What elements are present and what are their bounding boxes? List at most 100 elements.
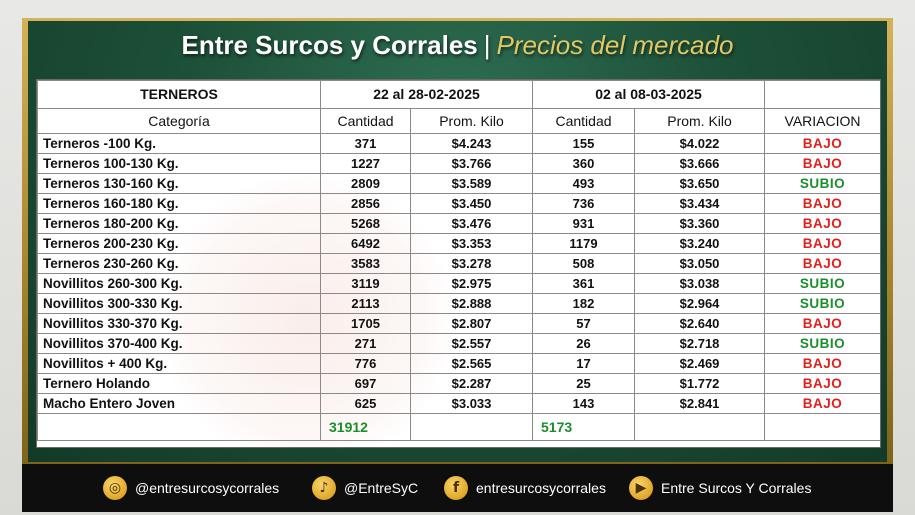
cantidad-2-cell: 361	[532, 273, 636, 294]
variacion-cell: BAJO	[764, 233, 880, 254]
prom-kilo-2-cell: $4.022	[634, 133, 766, 154]
period-2-header: 02 al 08-03-2025	[532, 80, 766, 109]
cantidad-1-cell: 2113	[320, 293, 411, 314]
totals-row: 31912 5173	[37, 413, 880, 441]
youtube-channel[interactable]: Entre Surcos Y Corrales	[661, 480, 812, 496]
title-subtitle: Precios del mercado	[496, 30, 734, 60]
twitter-icon: ♪	[312, 476, 336, 500]
price-table: TERNEROS 22 al 28-02-2025 02 al 08-03-20…	[37, 80, 880, 441]
cantidad-2-cell: 736	[532, 193, 636, 214]
variacion-cell: BAJO	[764, 393, 880, 414]
category-cell: Novillitos 300-330 Kg.	[37, 293, 321, 314]
prom-kilo-2-cell: $3.650	[634, 173, 766, 194]
category-cell: Terneros 160-180 Kg.	[37, 193, 321, 214]
variacion-cell: BAJO	[764, 133, 880, 154]
variacion-cell: BAJO	[764, 253, 880, 274]
prom-kilo-1-cell: $2.975	[409, 273, 534, 294]
social-twitter[interactable]: ♪ @EntreSyC	[312, 476, 418, 500]
social-instagram[interactable]: ◎ @entresurcosycorrales	[103, 476, 279, 500]
category-cell: Terneros 130-160 Kg.	[37, 173, 321, 194]
category-cell: Novillitos 260-300 Kg.	[37, 273, 321, 294]
instagram-handle[interactable]: @entresurcosycorrales	[135, 480, 280, 496]
cantidad-1-cell: 1705	[320, 313, 411, 334]
prom-kilo-2-cell: $3.050	[634, 253, 766, 274]
table-row: Novillitos 300-330 Kg. 2113 $2.888 182 $2.96…	[37, 293, 880, 314]
social-facebook[interactable]: f entresurcosycorrales	[444, 476, 606, 500]
category-cell: Macho Entero Joven	[37, 393, 321, 414]
variacion-cell: SUBIO	[764, 293, 880, 314]
variacion-cell: BAJO	[764, 353, 880, 374]
twitter-handle[interactable]: @EntreSyC	[344, 480, 419, 496]
prom-kilo-1-cell: $2.565	[409, 353, 534, 374]
table-row: Terneros 230-260 Kg. 3583 $3.278 508 $3.050 B…	[37, 253, 880, 274]
prom-kilo-1-cell: $3.766	[409, 153, 534, 174]
page-title: Entre Surcos y Corrales | Precios del merc…	[0, 30, 915, 61]
cantidad-2-cell: 360	[532, 153, 636, 174]
cantidad-1-cell: 776	[320, 353, 411, 374]
cantidad-2-cell: 17	[532, 353, 636, 374]
total-cantidad-2: 5173	[532, 413, 636, 441]
prom-kilo-2-cell: $2.964	[634, 293, 766, 314]
cantidad-1-cell: 2856	[320, 193, 411, 214]
total-cantidad-1: 31912	[320, 413, 411, 441]
variacion-cell: BAJO	[764, 213, 880, 234]
cantidad-1-cell: 3583	[320, 253, 411, 274]
title-separator: |	[483, 30, 491, 60]
category-cell: Novillitos + 400 Kg.	[37, 353, 321, 374]
category-cell: Novillitos 330-370 Kg.	[37, 313, 321, 334]
totals-empty	[634, 413, 766, 441]
prom-kilo-1-cell: $3.278	[409, 253, 534, 274]
variacion-cell: SUBIO	[764, 273, 880, 294]
category-cell: Terneros -100 Kg.	[37, 133, 321, 154]
prom-kilo-2-cell: $3.240	[634, 233, 766, 254]
cantidad-1-cell: 625	[320, 393, 411, 414]
cantidad-1-cell: 1227	[320, 153, 411, 174]
prom-kilo-1-cell: $3.353	[409, 233, 534, 254]
cantidad-1-cell: 2809	[320, 173, 411, 194]
prom-kilo-1-cell: $2.287	[409, 373, 534, 394]
totals-empty	[409, 413, 534, 441]
category-cell: Ternero Holando	[37, 373, 321, 394]
totals-empty	[37, 413, 321, 441]
facebook-icon: f	[444, 476, 468, 500]
category-cell: Terneros 100-130 Kg.	[37, 153, 321, 174]
prom-kilo-1-cell: $3.033	[409, 393, 534, 414]
prom-kilo-2-cell: $2.841	[634, 393, 766, 414]
variacion-cell: SUBIO	[764, 173, 880, 194]
variacion-cell: BAJO	[764, 373, 880, 394]
prom-kilo-2-cell: $3.434	[634, 193, 766, 214]
category-cell: Terneros 180-200 Kg.	[37, 213, 321, 234]
title-main: Entre Surcos y Corrales	[181, 30, 478, 60]
prom-kilo-2-cell: $2.718	[634, 333, 766, 354]
table-row: Novillitos 260-300 Kg. 3119 $2.975 361 $3.03…	[37, 273, 880, 294]
prom-kilo-1-cell: $3.589	[409, 173, 534, 194]
col-variacion: VARIACION	[764, 108, 880, 134]
table-row: Terneros 160-180 Kg. 2856 $3.450 736 $3.434 B…	[37, 193, 880, 214]
instagram-icon: ◎	[103, 476, 127, 500]
col-categoria: Categoría	[37, 108, 321, 134]
category-cell: Terneros 230-260 Kg.	[37, 253, 321, 274]
youtube-icon: ▶	[629, 476, 653, 500]
prom-kilo-1-cell: $4.243	[409, 133, 534, 154]
table-row: Novillitos 370-400 Kg. 271 $2.557 26 $2.718 S…	[37, 333, 880, 354]
table-row: Terneros -100 Kg. 371 $4.243 155 $4.022 BAJO	[37, 133, 880, 154]
table-row: Terneros 200-230 Kg. 6492 $3.353 1179 $3.240…	[37, 233, 880, 254]
col-cantidad-1: Cantidad	[320, 108, 411, 134]
empty-header-cell	[764, 80, 880, 109]
table-row: Novillitos 330-370 Kg. 1705 $2.807 57 $2.640…	[37, 313, 880, 334]
table-row: Novillitos + 400 Kg. 776 $2.565 17 $2.469 BAJ…	[37, 353, 880, 374]
cantidad-1-cell: 697	[320, 373, 411, 394]
price-table-container: TERNEROS 22 al 28-02-2025 02 al 08-03-20…	[36, 79, 881, 448]
prom-kilo-1-cell: $2.888	[409, 293, 534, 314]
facebook-handle[interactable]: entresurcosycorrales	[476, 480, 606, 496]
table-row: Macho Entero Joven 625 $3.033 143 $2.841 BAJO	[37, 393, 880, 414]
prom-kilo-2-cell: $2.469	[634, 353, 766, 374]
social-youtube[interactable]: ▶ Entre Surcos Y Corrales	[629, 476, 811, 500]
table-header-columns: Categoría Cantidad Prom. Kilo Cantidad P…	[37, 108, 880, 134]
prom-kilo-2-cell: $3.666	[634, 153, 766, 174]
cantidad-1-cell: 6492	[320, 233, 411, 254]
totals-empty	[764, 413, 880, 441]
cantidad-1-cell: 5268	[320, 213, 411, 234]
category-cell: Novillitos 370-400 Kg.	[37, 333, 321, 354]
period-1-header: 22 al 28-02-2025	[319, 80, 534, 109]
